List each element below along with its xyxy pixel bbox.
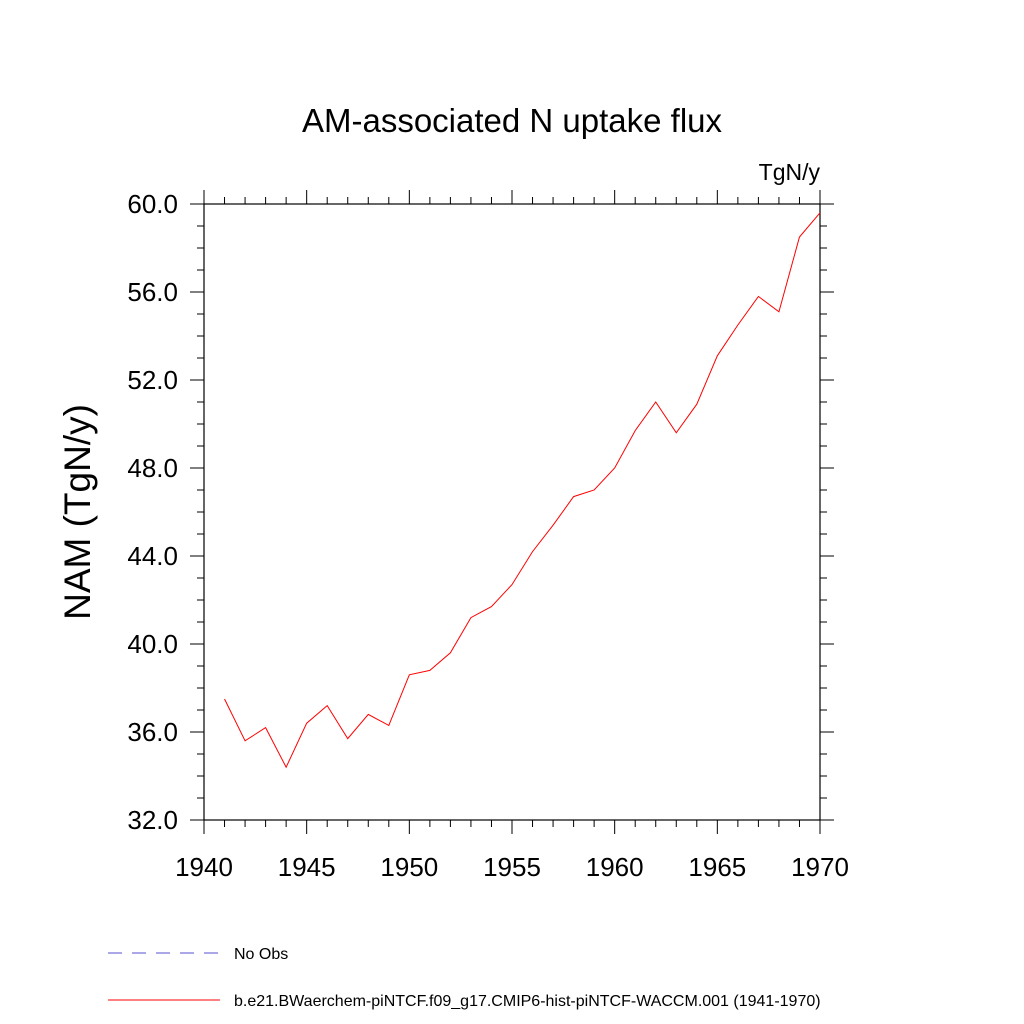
legend: No Obs b.e21.BWaerchem-piNTCF.f09_g17.CM… [108,946,821,1010]
units-label: TgN/y [759,159,821,185]
x-tick-label: 1965 [688,852,746,882]
plot-frame [203,203,821,821]
x-tick-label: 1960 [586,852,644,882]
chart-title: AM-associated N uptake flux [302,102,723,139]
y-tick-label: 48.0 [127,453,178,483]
series-line [224,212,821,769]
axis-ticks [190,190,834,834]
y-tick-label: 56.0 [127,277,178,307]
x-tick-label: 1945 [278,852,336,882]
x-tick-label: 1940 [175,852,233,882]
x-tick-label: 1955 [483,852,541,882]
y-tick-labels: 32.0 36.0 40.0 44.0 48.0 52.0 56.0 60.0 [127,189,178,835]
x-tick-labels: 1940 1945 1950 1955 1960 1965 1970 [175,852,849,882]
y-tick-label: 36.0 [127,717,178,747]
legend-label-run: b.e21.BWaerchem-piNTCF.f09_g17.CMIP6-his… [234,993,821,1010]
series-layer [224,212,821,769]
y-tick-label: 52.0 [127,365,178,395]
y-tick-label: 60.0 [127,189,178,219]
y-axis-label: NAM (TgN/y) [57,404,98,620]
legend-label-no-obs: No Obs [234,946,288,963]
y-tick-label: 40.0 [127,629,178,659]
x-tick-label: 1950 [380,852,438,882]
x-tick-label: 1970 [791,852,849,882]
y-tick-label: 32.0 [127,805,178,835]
y-tick-label: 44.0 [127,541,178,571]
